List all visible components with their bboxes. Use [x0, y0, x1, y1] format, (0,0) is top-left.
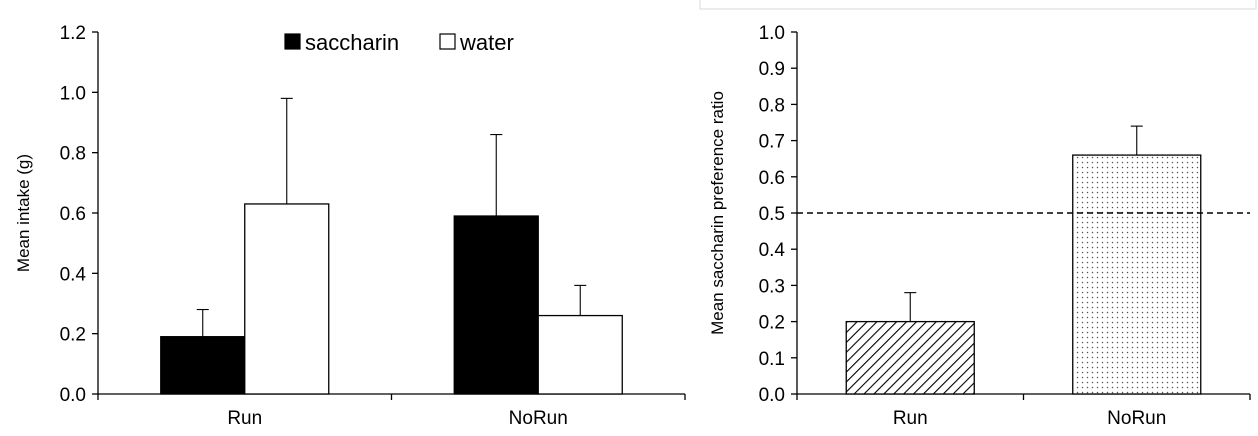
y-tick-label: 0.4	[60, 264, 87, 285]
y-tick-label: 0.2	[60, 325, 86, 346]
y-tick-label: 1.0	[60, 83, 86, 104]
bar-saccharin-Run	[160, 336, 246, 395]
intake-chart: 0.0 0.2 0.4 0.6 0.8 1.0 1.2 Run NoRun Mean intake…	[14, 23, 686, 429]
x-tick-label: NoRun	[1107, 408, 1166, 429]
legend-label-water: water	[459, 30, 514, 55]
bar-water-NoRun	[537, 314, 623, 395]
y-axis-title: Mean intake (g)	[14, 154, 33, 272]
y-tick-label: 0.7	[759, 132, 785, 153]
preference-chart: 0.0 0.1 0.2 0.3 0.4 0.5 0.6 0.7 0.8 0.9 1.0 Run NoRu…	[708, 23, 1251, 429]
x-tick-label: Run	[227, 408, 262, 429]
y-tick-label: 0.0	[60, 385, 86, 406]
y-tick-label: 0.9	[759, 59, 785, 80]
x-tick-label: NoRun	[509, 408, 568, 429]
legend-label-saccharin: saccharin	[305, 30, 399, 55]
y-tick-label: 0.0	[759, 385, 785, 406]
bar-Run	[845, 320, 975, 395]
x-tick-label: Run	[893, 408, 928, 429]
y-tick-label: 0.6	[60, 204, 86, 225]
y-tick-label: 0.5	[759, 204, 785, 225]
bar-NoRun	[1072, 154, 1202, 395]
y-tick-label: 0.8	[60, 144, 86, 165]
frame-edge	[699, 0, 1257, 10]
y-tick-label: 0.8	[759, 95, 785, 116]
y-tick-label: 0.2	[759, 313, 785, 334]
y-tick-label: 1.2	[60, 23, 86, 44]
y-tick-label: 1.0	[759, 23, 785, 44]
y-axis-title: Mean saccharin preference ratio	[708, 91, 727, 335]
bar-saccharin-NoRun	[453, 215, 539, 395]
y-tick-label: 0.4	[759, 240, 786, 261]
y-tick-label: 0.3	[759, 276, 785, 297]
legend-swatch-saccharin	[284, 33, 301, 50]
y-tick-label: 0.6	[759, 168, 785, 189]
bar-water-Run	[244, 203, 330, 395]
y-tick-label: 0.1	[759, 349, 785, 370]
legend-swatch-water	[439, 33, 456, 50]
